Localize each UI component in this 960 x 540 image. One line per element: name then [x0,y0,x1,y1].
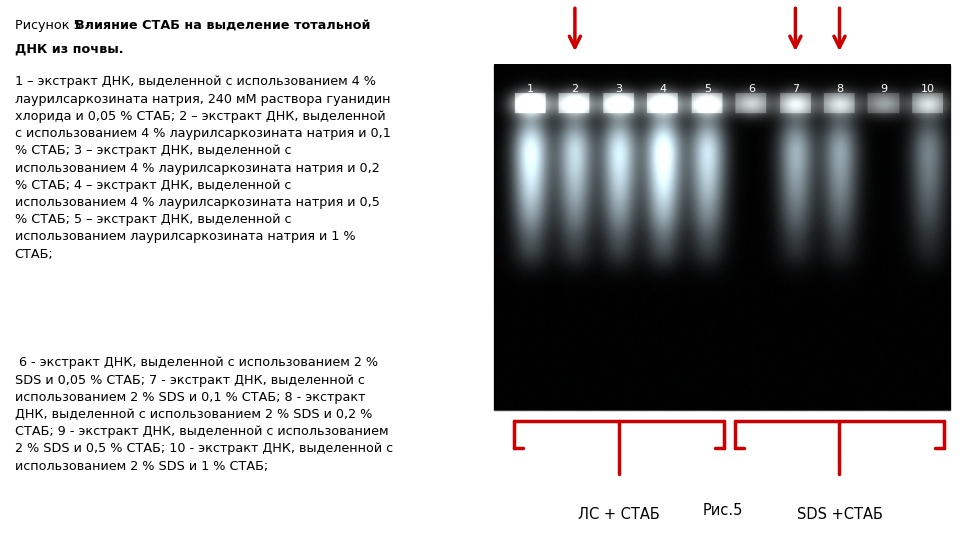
Text: 6 - экстракт ДНК, выделенной с использованием 2 %
SDS и 0,05 % СТАБ; 7 - экстрак: 6 - экстракт ДНК, выделенной с использов… [14,356,393,472]
Text: 1: 1 [527,84,535,94]
Text: 10: 10 [921,84,935,94]
Text: 5: 5 [704,84,710,94]
Text: 1 – экстракт ДНК, выделенной с использованием 4 %: 1 – экстракт ДНК, выделенной с использов… [14,75,375,87]
Text: 4: 4 [660,84,666,94]
Text: Рисунок 5 -: Рисунок 5 - [14,19,94,32]
Text: 8: 8 [836,84,843,94]
Text: 2: 2 [571,84,579,94]
Text: лаурилсаркозината натрия, 240 мМ раствора гуанидин
хлорида и 0,05 % СТАБ; 2 – эк: лаурилсаркозината натрия, 240 мМ раствор… [14,93,391,261]
Text: Влияние СТАБ на выделение тотальной: Влияние СТАБ на выделение тотальной [75,19,371,32]
Text: ДНК из почвы.: ДНК из почвы. [14,43,123,56]
Text: 7: 7 [792,84,799,94]
Text: SDS +СТАБ: SDS +СТАБ [797,507,882,522]
Text: ЛС + СТАБ: ЛС + СТАБ [578,507,660,522]
Text: 9: 9 [880,84,887,94]
Text: 6: 6 [748,84,755,94]
Text: 3: 3 [615,84,622,94]
Text: Рис.5: Рис.5 [702,503,743,518]
